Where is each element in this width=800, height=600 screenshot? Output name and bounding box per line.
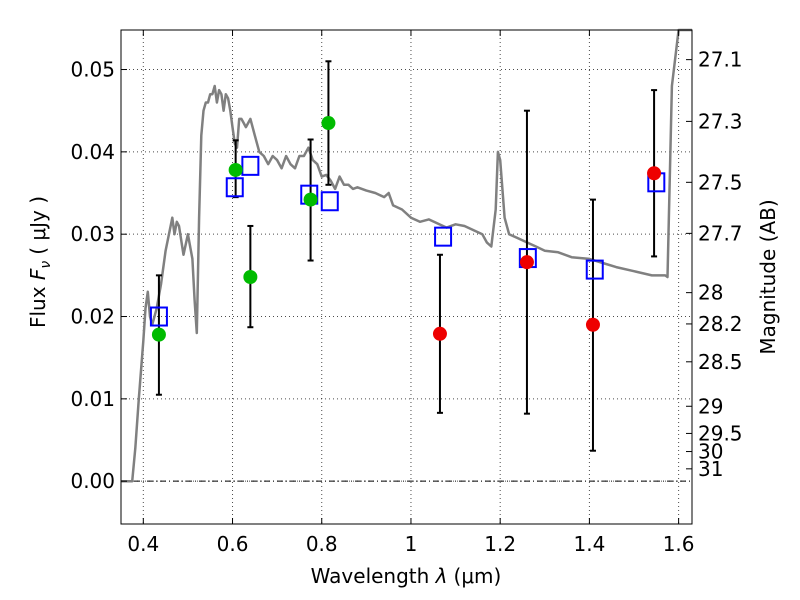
y2-tick-label: 30 [698, 440, 723, 464]
observed-flux-point [321, 116, 336, 131]
plot-frame [121, 30, 692, 524]
x-axis-label-prefix: Wavelength [311, 564, 436, 588]
y-axis-label: Flux Fν ( μJy ) [26, 196, 54, 328]
observed-flux-point [432, 326, 447, 341]
observed-flux-point [585, 317, 600, 332]
observed-flux-point [228, 162, 243, 177]
y-tick-label: 0.00 [70, 469, 115, 493]
model-spectrum-line [121, 28, 692, 483]
observed-flux-point [243, 270, 258, 284]
x-tick-label: 1.4 [573, 532, 605, 556]
plot-content [121, 28, 692, 483]
x-tick-label: 0.6 [217, 532, 249, 556]
model-bandflux-square [149, 306, 168, 327]
x-tick-label: 0.8 [306, 532, 338, 556]
y2-tick-label: 31 [698, 457, 723, 481]
y-tick-label: 0.05 [70, 58, 115, 82]
x-tick-label: 1.2 [484, 532, 516, 556]
y2-tick-label: 28.2 [698, 312, 743, 336]
y-axis-label-unit: ( μJy ) [26, 196, 50, 255]
y2-axis-label: Magnitude (AB) [756, 199, 780, 354]
x-axis-label-symbol: λ [435, 564, 448, 588]
observed-flux-point [151, 327, 166, 342]
model-bandflux-square [585, 259, 604, 280]
x-tick-label: 0.4 [127, 532, 159, 556]
observed-flux-point [647, 166, 662, 181]
y-axis-label-sub: ν [38, 261, 54, 269]
model-bandflux-square [434, 226, 453, 247]
x-axis-label: Wavelength λ (μm) [311, 564, 502, 588]
y-tick-label: 0.02 [70, 305, 115, 329]
y2-tick-label: 27.3 [698, 109, 743, 133]
y2-tick-label: 28.5 [698, 350, 743, 374]
x-tick-label: 1.6 [663, 532, 695, 556]
y2-tick-label: 28 [698, 281, 723, 305]
y2-tick-label: 27.5 [698, 170, 743, 194]
observed-flux-point [519, 255, 534, 270]
x-axis-label-unit: (μm) [454, 564, 502, 588]
y2-tick-label: 27.7 [698, 221, 743, 245]
model-bandflux-square [225, 177, 244, 198]
y2-tick-label: 27.1 [698, 48, 743, 72]
y-tick-label: 0.03 [70, 222, 115, 246]
x-tick-label: 1 [405, 532, 418, 556]
y2-tick-label: 29.5 [698, 421, 743, 445]
y-tick-label: 0.01 [70, 387, 115, 411]
plot-border [120, 29, 693, 525]
observed-flux-point [303, 192, 318, 207]
y-axis-label-symbol: F [26, 268, 50, 280]
y-tick-label: 0.04 [70, 140, 115, 164]
y2-tick-label: 29 [698, 394, 723, 418]
axis-ticks: 0.4 0.6 0.8 1 1.2 1.4 1.6 0.00 0.01 0.02 0.03 0.04 0… [70, 30, 743, 556]
y-axis-label-prefix: Flux [26, 280, 50, 328]
model-bandflux-square [320, 191, 339, 212]
model-bandflux-square [241, 155, 260, 176]
